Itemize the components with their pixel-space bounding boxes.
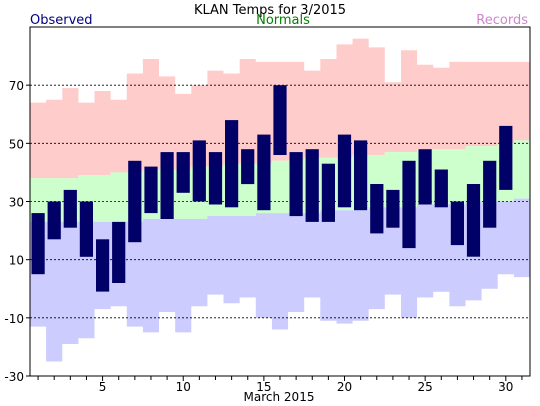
plot-area: -30 -10 10 30 50 70 5 10 15 20 25 30 [4,26,531,394]
observed-bar [31,213,45,275]
x-tick-label: 15 [256,380,271,394]
observed-bar [402,160,416,249]
observed-bar [273,85,287,155]
x-tick-label: 5 [99,380,107,394]
observed-bar [321,163,335,222]
x-tick-label: 10 [176,380,191,394]
y-tick-label: -10 [4,312,24,326]
observed-bar [483,160,497,228]
observed-bar [160,152,174,219]
observed-bar [144,166,158,214]
observed-bar [47,201,61,240]
legend-records: Records [476,13,528,28]
chart-title: KLAN Temps for 3/2015 [194,3,346,18]
observed-bar [289,152,303,217]
observed-bar [450,201,464,246]
y-tick-label: 10 [9,254,24,268]
legend-normals: Normals [256,13,310,28]
observed-bar [112,221,126,283]
observed-bar [96,239,110,292]
x-axis-label: March 2015 [244,390,315,404]
observed-bar [354,140,368,211]
legend-observed: Observed [30,13,93,28]
y-tick-label: 70 [9,79,24,93]
y-tick-label: -30 [4,370,24,384]
observed-bar [63,189,77,228]
observed-bar [176,152,190,193]
observed-bar [434,169,448,208]
observed-bar [79,201,93,257]
observed-bar [241,149,255,185]
x-tick-label: 25 [418,380,433,394]
observed-bar [386,189,400,228]
y-tick-label: 50 [9,137,24,151]
observed-bar [337,134,352,208]
observed-bar [192,140,206,202]
observed-bar [466,184,481,257]
observed-bar [418,149,432,205]
observed-bar [225,120,239,208]
observed-bar [128,160,142,243]
x-tick-label: 20 [337,380,352,394]
x-tick-label: 30 [498,380,513,394]
observed-bar [370,184,384,234]
y-tick-label: 30 [9,196,24,210]
observed-bar [257,134,271,211]
observed-bar [305,149,319,222]
observed-bar [499,125,513,190]
observed-bar [208,152,223,205]
